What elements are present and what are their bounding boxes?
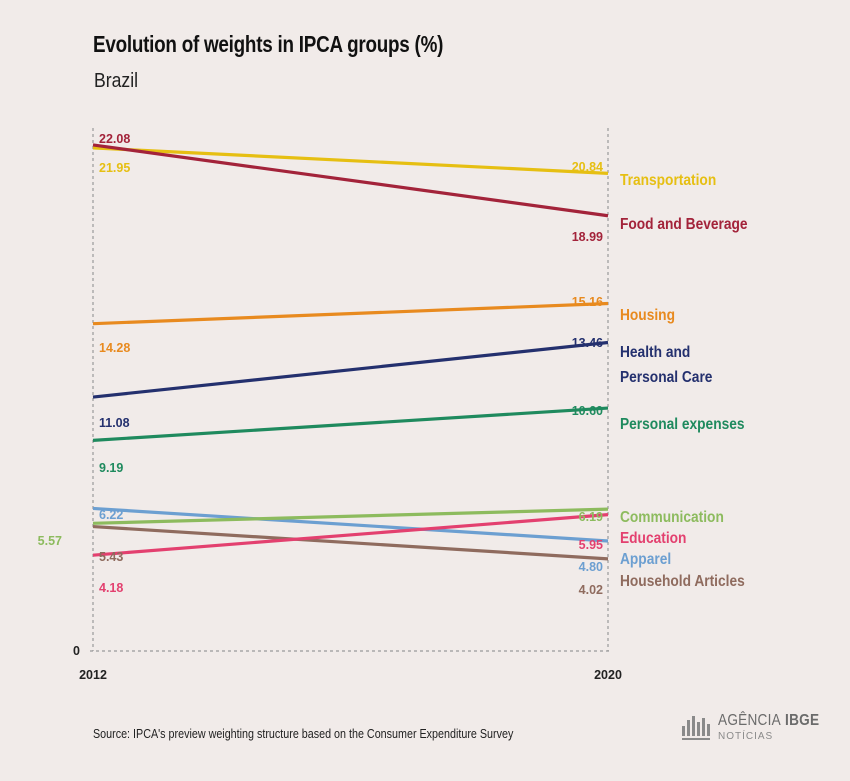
- series-line-food-and-beverage: [92, 143, 609, 218]
- series-line-household-articles: [92, 524, 609, 561]
- logo-name-a: AGÊNCIA: [718, 712, 782, 729]
- value-label-2020-transportation: 20.84: [572, 160, 603, 174]
- value-label-2020-personal-expenses: 10.60: [572, 404, 603, 418]
- y-tick-label-0: 0: [73, 644, 80, 658]
- value-label-2012-health-and-personal-care: 11.08: [99, 416, 130, 430]
- x-tick-label-2020: 2020: [594, 668, 622, 682]
- value-label-2020-household-articles: 4.02: [579, 583, 603, 597]
- value-label-2012-transportation: 21.95: [99, 161, 130, 175]
- series-name-education: Education: [620, 529, 686, 547]
- x-tick-label-2012: 2012: [79, 668, 107, 682]
- series-line-personal-expenses: [92, 406, 609, 442]
- series-name-apparel: Apparel: [620, 550, 671, 568]
- series-name-food-and-beverage: Food and Beverage: [620, 215, 748, 233]
- value-label-2020-health-and-personal-care: 13.46: [572, 336, 603, 350]
- series-line-housing: [92, 301, 609, 326]
- series-line-transportation: [92, 146, 609, 175]
- value-label-2020-food-and-beverage: 18.99: [572, 230, 603, 244]
- value-label-2020-housing: 15.16: [572, 295, 603, 309]
- series-line-health-and-personal-care: [92, 340, 609, 399]
- series-name-health-and-personal-care: Health and: [620, 343, 690, 361]
- chart-title: Evolution of weights in IPCA groups (%): [93, 31, 444, 57]
- value-label-2020-apparel: 4.80: [579, 560, 603, 574]
- value-label-2012-education: 4.18: [99, 581, 123, 595]
- series-line-education: [92, 513, 609, 557]
- value-label-2012-food-and-beverage: 22.08: [99, 132, 130, 146]
- series-name-household-articles: Household Articles: [620, 572, 745, 590]
- series-name-housing: Housing: [620, 306, 675, 324]
- value-label-2020-education: 5.95: [579, 538, 603, 552]
- series-name-personal-expenses: Personal expenses: [620, 415, 745, 433]
- value-label-2012-housing: 14.28: [99, 341, 130, 355]
- series-name-communication: Communication: [620, 508, 724, 526]
- logo-bars-icon: [682, 716, 710, 740]
- logo-name: AGÊNCIA IBGE: [718, 712, 819, 730]
- agencia-ibge-logo: AGÊNCIA IBGE NOTÍCIAS: [682, 712, 819, 748]
- value-label-2012-household-articles: 5.43: [99, 550, 123, 564]
- source-note: Source: IPCA's preview weighting structu…: [93, 727, 514, 741]
- value-label-2012-personal-expenses: 9.19: [99, 461, 123, 475]
- logo-sub: NOTÍCIAS: [718, 731, 774, 742]
- value-label-2012-communication: 5.57: [38, 534, 62, 548]
- line-chart: 0 2012 2020 21.95 20.84 Transportation 22.08 18…: [38, 128, 748, 682]
- chart-subtitle: Brazil: [94, 70, 139, 92]
- value-label-2012-apparel: 6.22: [99, 508, 123, 522]
- series-name-health-and-personal-care-line2: Personal Care: [620, 368, 712, 386]
- series-line-communication: [92, 507, 609, 525]
- value-label-2020-communication: 6.19: [579, 510, 603, 524]
- series-name-transportation: Transportation: [620, 171, 716, 189]
- logo-name-b: IBGE: [785, 712, 820, 729]
- series-line-apparel: [92, 506, 609, 543]
